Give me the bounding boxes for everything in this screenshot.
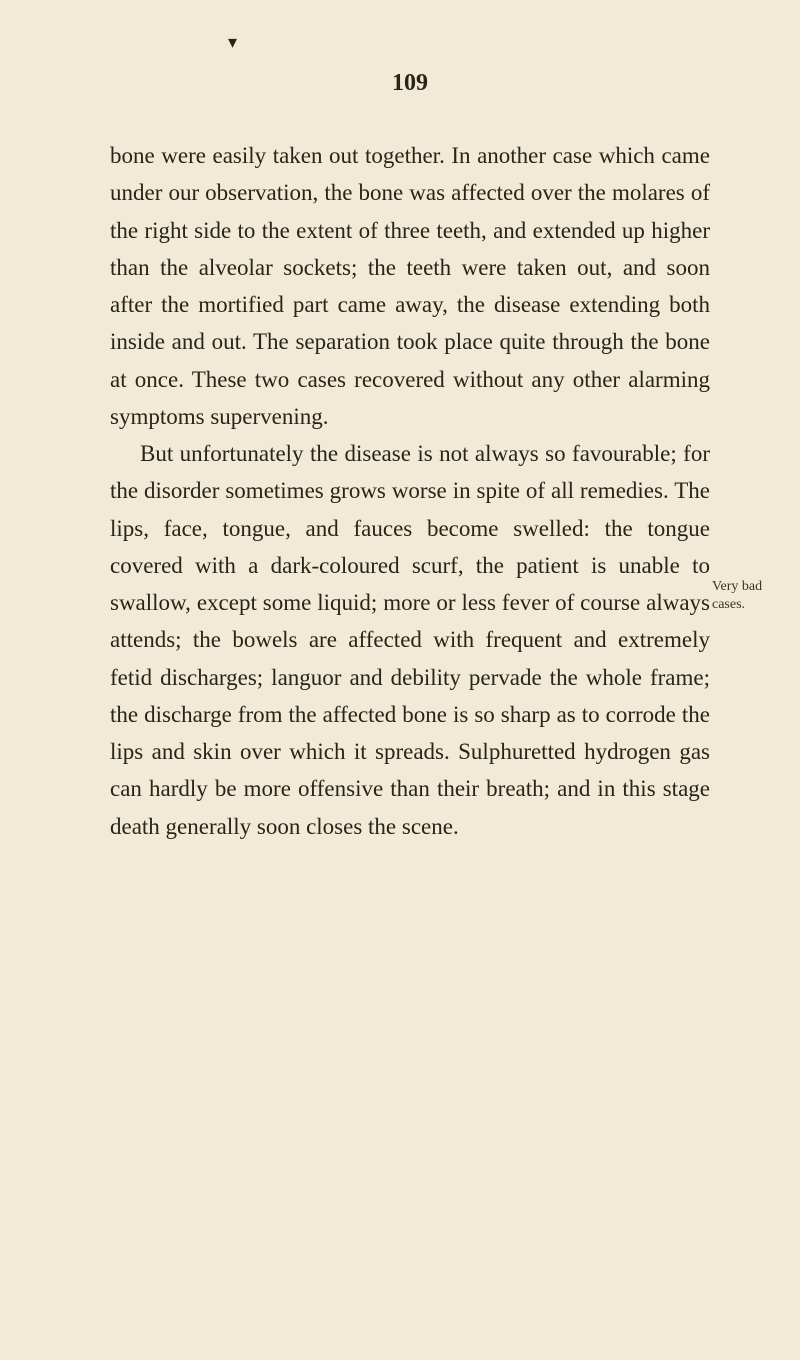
page-container: 109 bone were easily taken out together.…	[0, 0, 800, 1360]
margin-note-1: Very bad cases.	[712, 578, 782, 614]
paragraph-1: bone were easily taken out together. In …	[110, 137, 710, 435]
paragraph-2: But unfortunately the disease is not alw…	[110, 435, 710, 845]
body-text-container: bone were easily taken out together. In …	[110, 137, 710, 845]
page-number: 109	[110, 70, 710, 97]
